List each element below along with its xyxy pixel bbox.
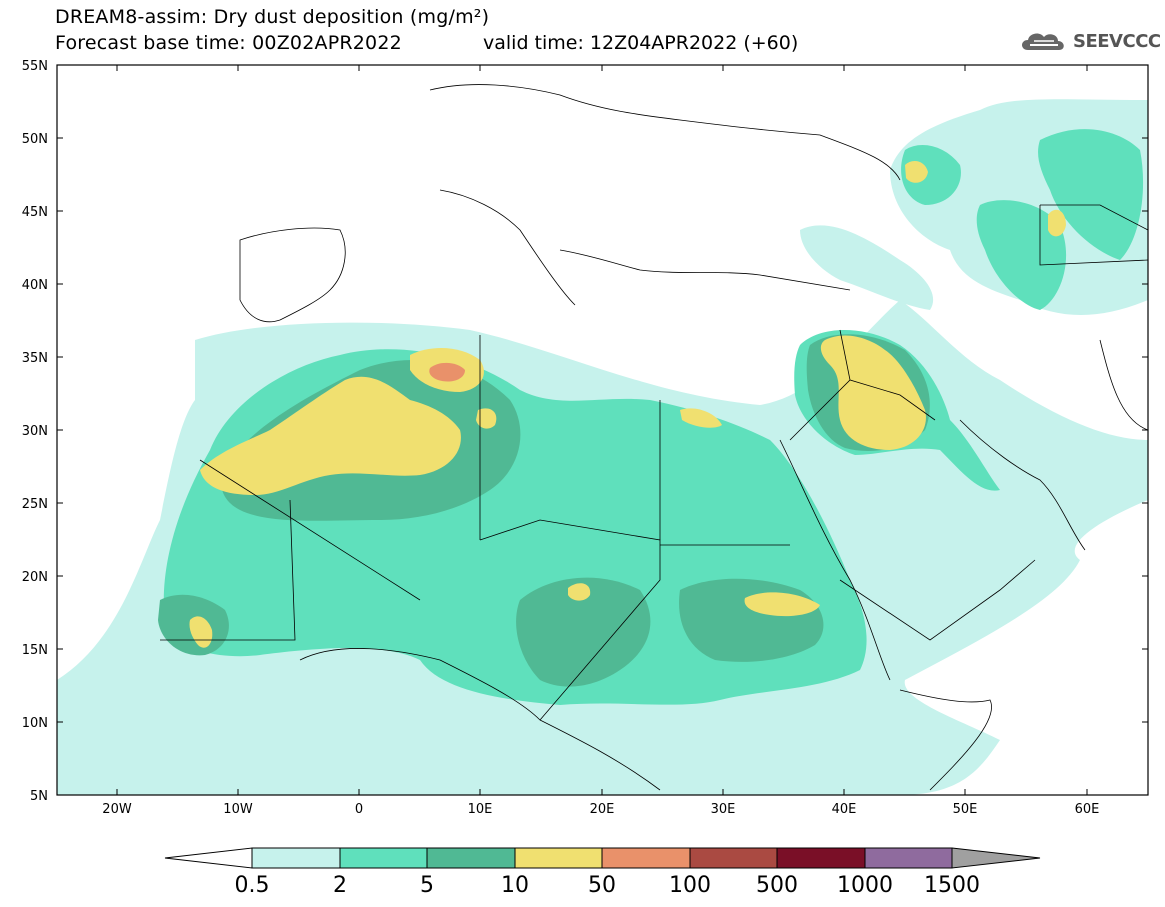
- colorbar-swatch-5: [689, 847, 778, 869]
- lat-label-45: 45N: [22, 205, 48, 220]
- colorbar-under-arrow: [164, 847, 253, 869]
- lon-label-60e: 60E: [1075, 802, 1100, 817]
- dust-contour-orange-tunisia: [429, 362, 465, 382]
- lat-label-20: 20N: [22, 570, 48, 585]
- lat-label-50: 50N: [22, 132, 48, 147]
- dust-contour-yellow-algeria: [200, 376, 461, 495]
- lon-label-0: 0: [355, 802, 363, 817]
- dust-field-layer: [57, 65, 1148, 795]
- colorbar-label-0: 0.5: [235, 873, 270, 898]
- lon-axis: 20W 10W 0 10E 20E 30E 40E 50E 60E: [102, 65, 1099, 817]
- lat-label-10: 10N: [22, 716, 48, 731]
- lat-label-25: 25N: [22, 497, 48, 512]
- colorbar-swatch-1: [339, 847, 428, 869]
- lat-axis: 55N 50N 45N 40N 35N 30N 25N 20N 15N 10N …: [22, 59, 1148, 804]
- colorbar-label-8: 1500: [924, 873, 980, 898]
- dust-contour-dark-sudan: [679, 578, 824, 662]
- dust-contour-yellow-egypt: [680, 408, 722, 428]
- lat-label-15: 15N: [22, 643, 48, 658]
- colorbar-swatch-6: [776, 847, 866, 869]
- seevccc-logo: SEEVCCC: [1018, 27, 1161, 55]
- dust-contour-yellow-chad: [568, 583, 591, 601]
- lon-label-20w: 20W: [102, 802, 132, 817]
- lon-label-10e: 10E: [468, 802, 493, 817]
- lat-label-35: 35N: [22, 351, 48, 366]
- logo-text: SEEVCCC: [1073, 30, 1161, 52]
- dust-contour-yellow-sudan: [744, 592, 820, 617]
- colorbar-swatch-2: [426, 847, 516, 869]
- country-borders: [160, 84, 1148, 791]
- map-title: DREAM8-assim: Dry dust deposition (mg/m²…: [55, 6, 490, 28]
- colorbar-swatch-7: [864, 847, 953, 869]
- colorbar-label-7: 1000: [837, 873, 893, 898]
- colorbar-swatch-3: [514, 847, 603, 869]
- dust-contour-yellow-libya: [476, 408, 497, 429]
- lon-label-20e: 20E: [590, 802, 615, 817]
- lon-label-30e: 30E: [711, 802, 736, 817]
- colorbar-swatch-0: [251, 847, 341, 869]
- colorbar-label-2: 5: [420, 873, 434, 898]
- dust-contour-dark-chad: [516, 577, 651, 687]
- colorbar-label-4: 50: [588, 873, 616, 898]
- lat-label-5: 5N: [30, 789, 48, 804]
- colorbar-labels: 0.5 2 5 10 50 100 500 1000 1500: [235, 873, 981, 898]
- base-time-label: Forecast base time: 00Z02APR2022: [55, 32, 402, 54]
- colorbar: [164, 847, 1041, 869]
- dust-contour-light-anatolia: [800, 225, 934, 310]
- valid-time-label: valid time: 12Z04APR2022 (+60): [483, 32, 799, 54]
- lon-label-10w: 10W: [223, 802, 253, 817]
- lat-label-40: 40N: [22, 278, 48, 293]
- lat-label-55: 55N: [22, 59, 48, 74]
- lon-label-50e: 50E: [953, 802, 978, 817]
- colorbar-label-3: 10: [501, 873, 529, 898]
- lon-label-40e: 40E: [832, 802, 857, 817]
- dust-contour-yellow-caspian: [905, 160, 1066, 237]
- colorbar-over-arrow: [951, 847, 1041, 869]
- cloud-logo-icon: [1022, 33, 1064, 50]
- colorbar-label-5: 100: [669, 873, 711, 898]
- colorbar-label-1: 2: [333, 873, 347, 898]
- colorbar-label-6: 500: [756, 873, 798, 898]
- lat-label-30: 30N: [22, 424, 48, 439]
- colorbar-swatch-4: [601, 847, 691, 869]
- dust-contour-medium-caspian: [901, 129, 1144, 310]
